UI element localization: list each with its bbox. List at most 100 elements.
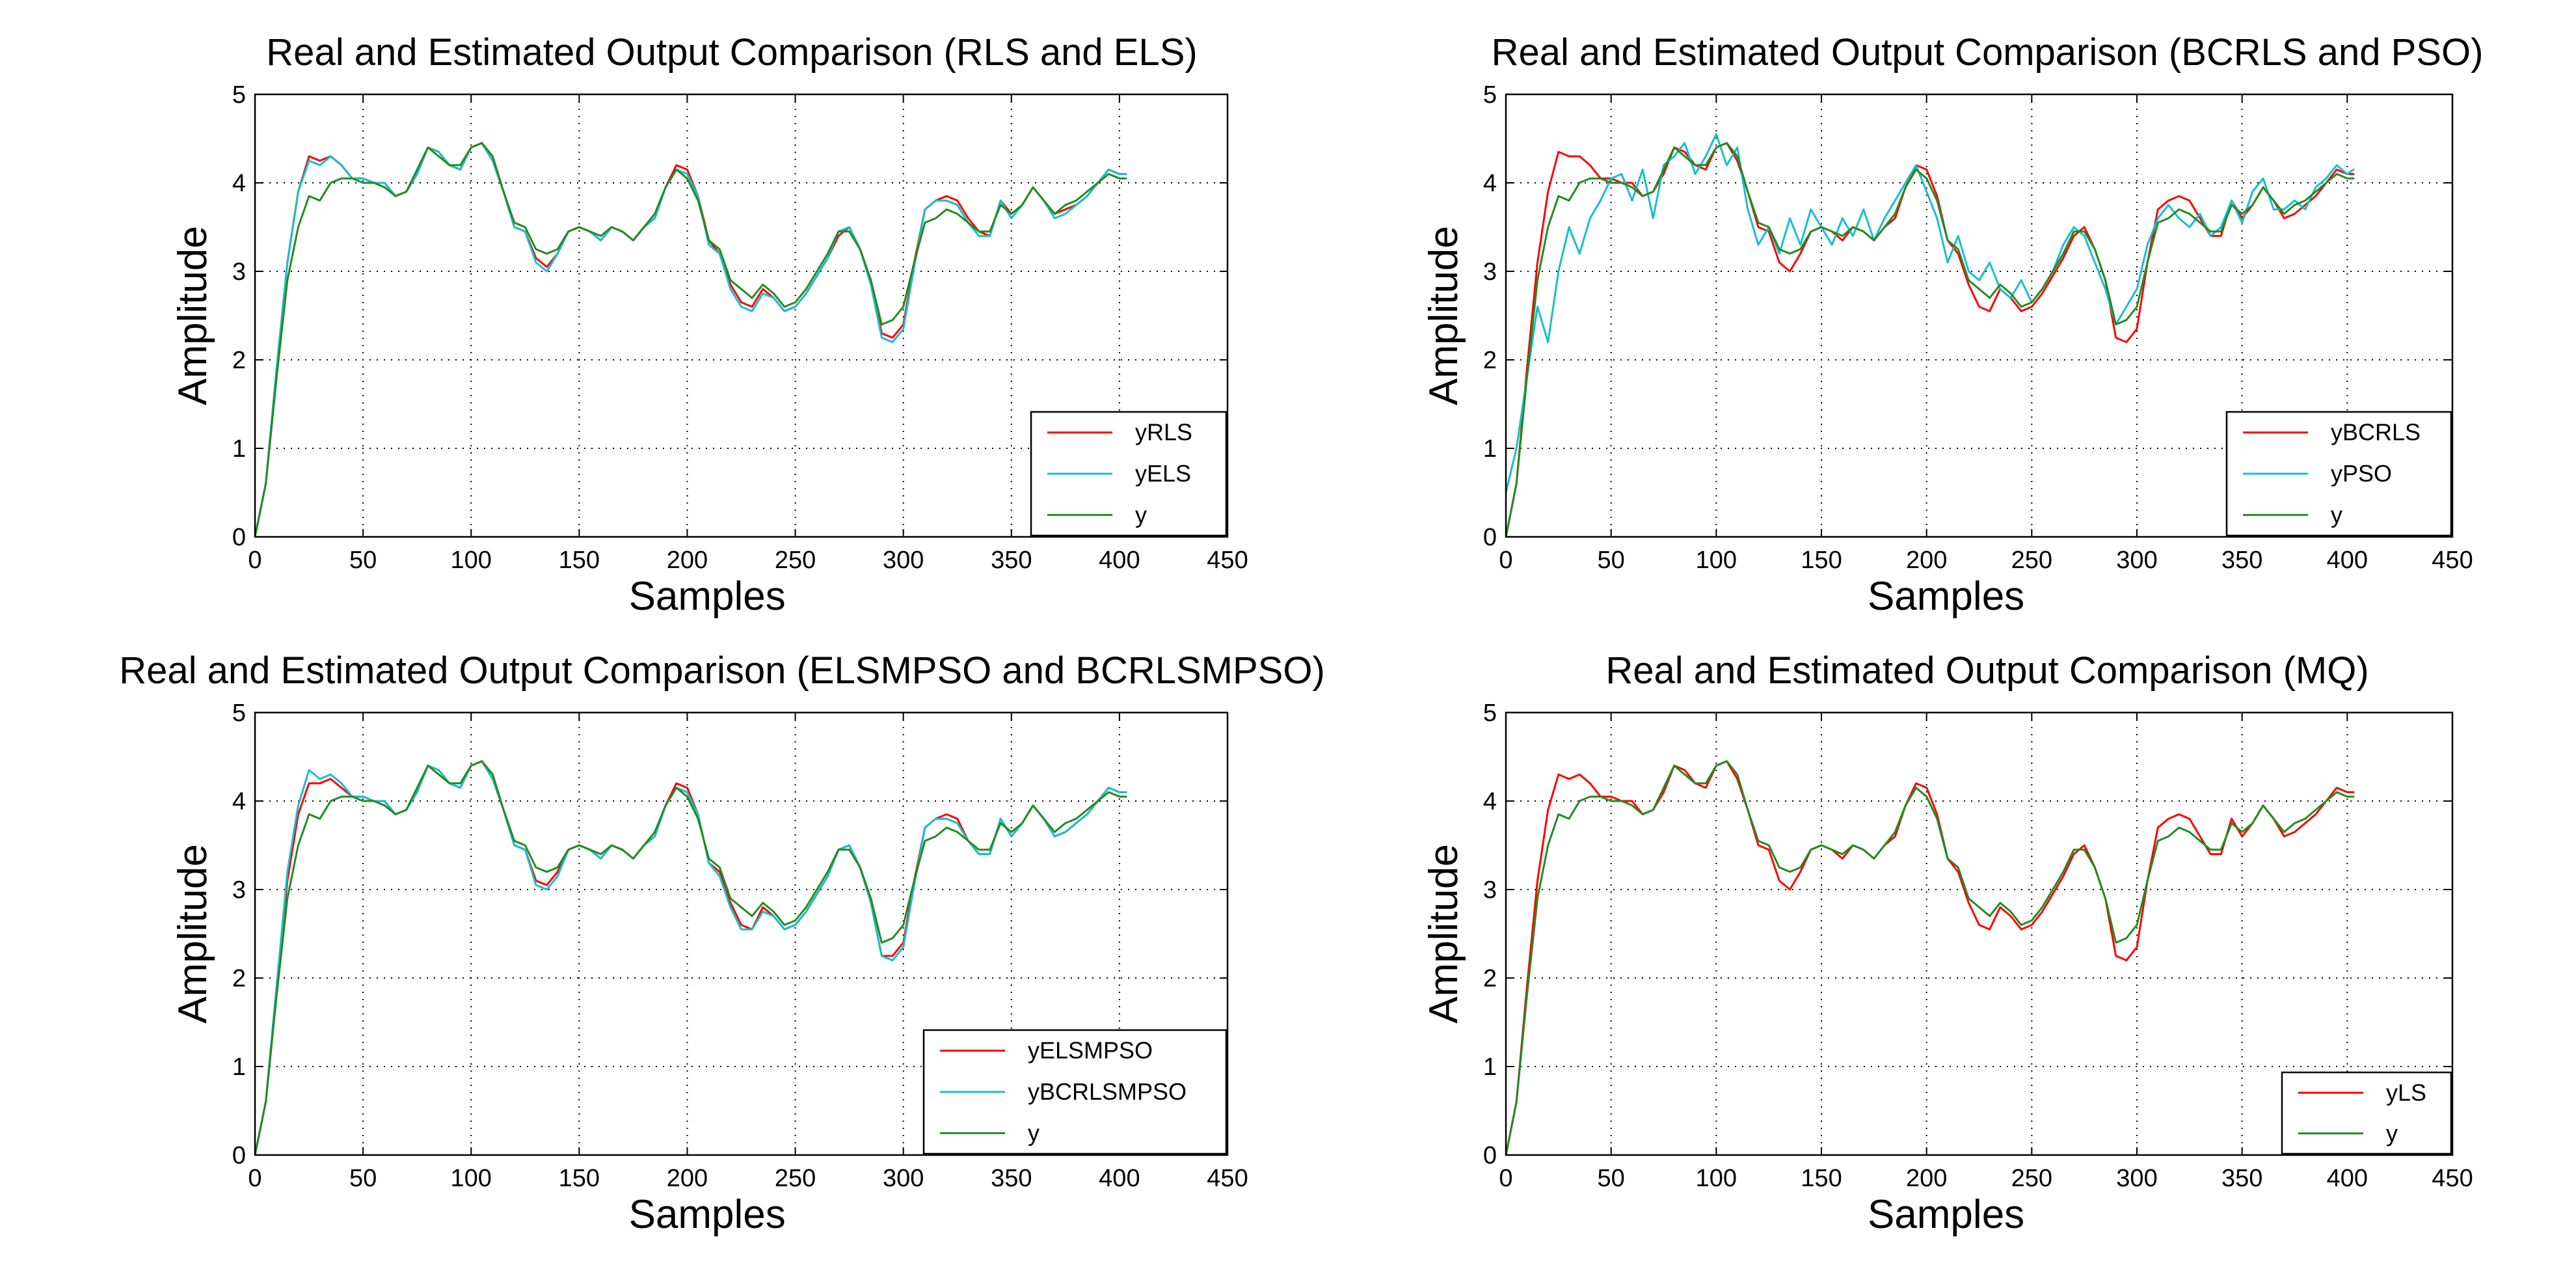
x-tick-label: 100	[1696, 1165, 1737, 1192]
y-tick-label: 1	[1483, 435, 1497, 463]
y-tick-label: 2	[232, 347, 246, 374]
y-tick-label: 5	[232, 81, 246, 109]
x-tick-label: 250	[775, 547, 816, 574]
y-axis-label: Amplitude	[1421, 226, 1466, 405]
chart-title: Real and Estimated Output Comparison (MQ…	[1605, 649, 2368, 692]
x-tick-label: 450	[2432, 547, 2473, 574]
y-tick-label: 4	[1483, 788, 1497, 815]
legend-label: yBCRLS	[2331, 419, 2421, 446]
y-axis-label: Amplitude	[1421, 844, 1466, 1024]
y-tick-label: 0	[1483, 1142, 1497, 1169]
x-tick-label: 350	[2221, 1165, 2262, 1192]
legend-label: yPSO	[2331, 460, 2392, 487]
legend-label: yBCRLSMPSO	[1028, 1078, 1187, 1105]
y-tick-label: 2	[232, 965, 246, 992]
x-tick-label: 100	[451, 547, 492, 574]
chart-title: Real and Estimated Output Comparison (EL…	[119, 649, 1325, 692]
series-line-y	[1506, 760, 2355, 1155]
x-tick-label: 250	[2011, 547, 2052, 574]
legend-label: yRLS	[1135, 419, 1192, 446]
x-tick-label: 50	[349, 1165, 377, 1192]
subplot-4: Real and Estimated Output Comparison (MQ…	[1421, 649, 2473, 1237]
chart-title: Real and Estimated Output Comparison (RL…	[266, 31, 1197, 74]
x-tick-label: 400	[1099, 1165, 1140, 1192]
y-tick-label: 3	[1483, 258, 1497, 286]
legend: yLS y	[2281, 1071, 2452, 1155]
y-tick-label: 5	[1483, 81, 1497, 109]
y-tick-label: 0	[232, 1142, 246, 1169]
y-tick-label: 1	[1483, 1054, 1497, 1081]
y-tick-label: 4	[232, 788, 246, 815]
y-tick-label: 1	[232, 435, 246, 463]
series-line-y	[1506, 142, 2355, 537]
legend-label: y	[2386, 1120, 2398, 1147]
subplot-2: Real and Estimated Output Comparison (BC…	[1421, 31, 2483, 619]
x-tick-label: 250	[2011, 1165, 2052, 1192]
y-tick-label: 3	[1483, 877, 1497, 904]
x-tick-label: 450	[1207, 1165, 1248, 1192]
x-tick-label: 200	[667, 1165, 708, 1192]
y-axis-label: Amplitude	[170, 226, 215, 405]
x-tick-label: 150	[1801, 1165, 1842, 1192]
legend-label: yLS	[2386, 1079, 2426, 1106]
x-tick-label: 400	[2327, 1165, 2368, 1192]
x-tick-label: 250	[775, 1165, 816, 1192]
x-tick-label: 0	[248, 1165, 262, 1192]
x-tick-label: 50	[349, 547, 377, 574]
x-tick-label: 100	[1696, 547, 1737, 574]
y-tick-label: 0	[1483, 524, 1497, 551]
y-tick-label: 4	[1483, 170, 1497, 197]
series-group	[255, 760, 1127, 1155]
x-axis-label: Samples	[629, 1192, 786, 1237]
x-tick-label: 0	[1499, 547, 1512, 574]
x-axis-label: Samples	[1868, 1192, 2024, 1237]
x-tick-label: 400	[2327, 547, 2368, 574]
legend-label: y	[1135, 501, 1147, 528]
x-tick-label: 300	[883, 547, 924, 574]
y-tick-label: 2	[1483, 965, 1497, 992]
x-tick-label: 50	[1598, 1165, 1625, 1192]
x-tick-label: 200	[1906, 1165, 1947, 1192]
x-tick-label: 150	[559, 1165, 600, 1192]
series-line-y	[255, 760, 1127, 1155]
subplot-1: Real and Estimated Output Comparison (RL…	[170, 31, 1248, 619]
x-tick-label: 200	[667, 547, 708, 574]
chart-title: Real and Estimated Output Comparison (BC…	[1492, 31, 2484, 74]
subplot-3: Real and Estimated Output Comparison (EL…	[119, 649, 1325, 1237]
y-tick-label: 4	[232, 170, 246, 197]
y-tick-label: 5	[1483, 700, 1497, 727]
x-tick-label: 150	[1801, 547, 1842, 574]
legend-label: yELS	[1135, 460, 1191, 487]
legend-box	[2281, 1071, 2452, 1155]
x-axis-label: Samples	[629, 574, 786, 619]
x-tick-label: 350	[991, 547, 1032, 574]
legend-label: y	[1028, 1119, 1040, 1146]
plot-area-frame	[254, 711, 1229, 1156]
legend: yBCRLS yPSO y	[2225, 411, 2452, 537]
series-group	[1506, 760, 2355, 1155]
x-axis-label: Samples	[1868, 574, 2024, 619]
x-tick-label: 0	[248, 547, 262, 574]
legend: yRLS yELS y	[1030, 411, 1228, 537]
y-axis-label: Amplitude	[170, 844, 215, 1024]
legend-label: yELSMPSO	[1028, 1037, 1153, 1064]
y-tick-label: 1	[232, 1054, 246, 1081]
legend: yELSMPSO yBCRLSMPSO y	[922, 1029, 1228, 1155]
plot-area-frame	[1505, 93, 2454, 538]
x-tick-label: 150	[559, 547, 600, 574]
x-tick-label: 450	[2432, 1165, 2473, 1192]
series-line-y	[255, 142, 1127, 537]
series-group	[255, 142, 1127, 537]
x-tick-label: 300	[2116, 1165, 2157, 1192]
y-tick-label: 2	[1483, 347, 1497, 374]
y-tick-label: 3	[232, 258, 246, 286]
y-tick-label: 3	[232, 877, 246, 904]
series-group	[1506, 133, 2355, 537]
x-tick-label: 0	[1499, 1165, 1512, 1192]
x-tick-label: 50	[1598, 547, 1625, 574]
x-tick-label: 450	[1207, 547, 1248, 574]
y-tick-label: 0	[232, 524, 246, 551]
x-tick-label: 350	[2221, 547, 2262, 574]
y-tick-label: 5	[232, 700, 246, 727]
